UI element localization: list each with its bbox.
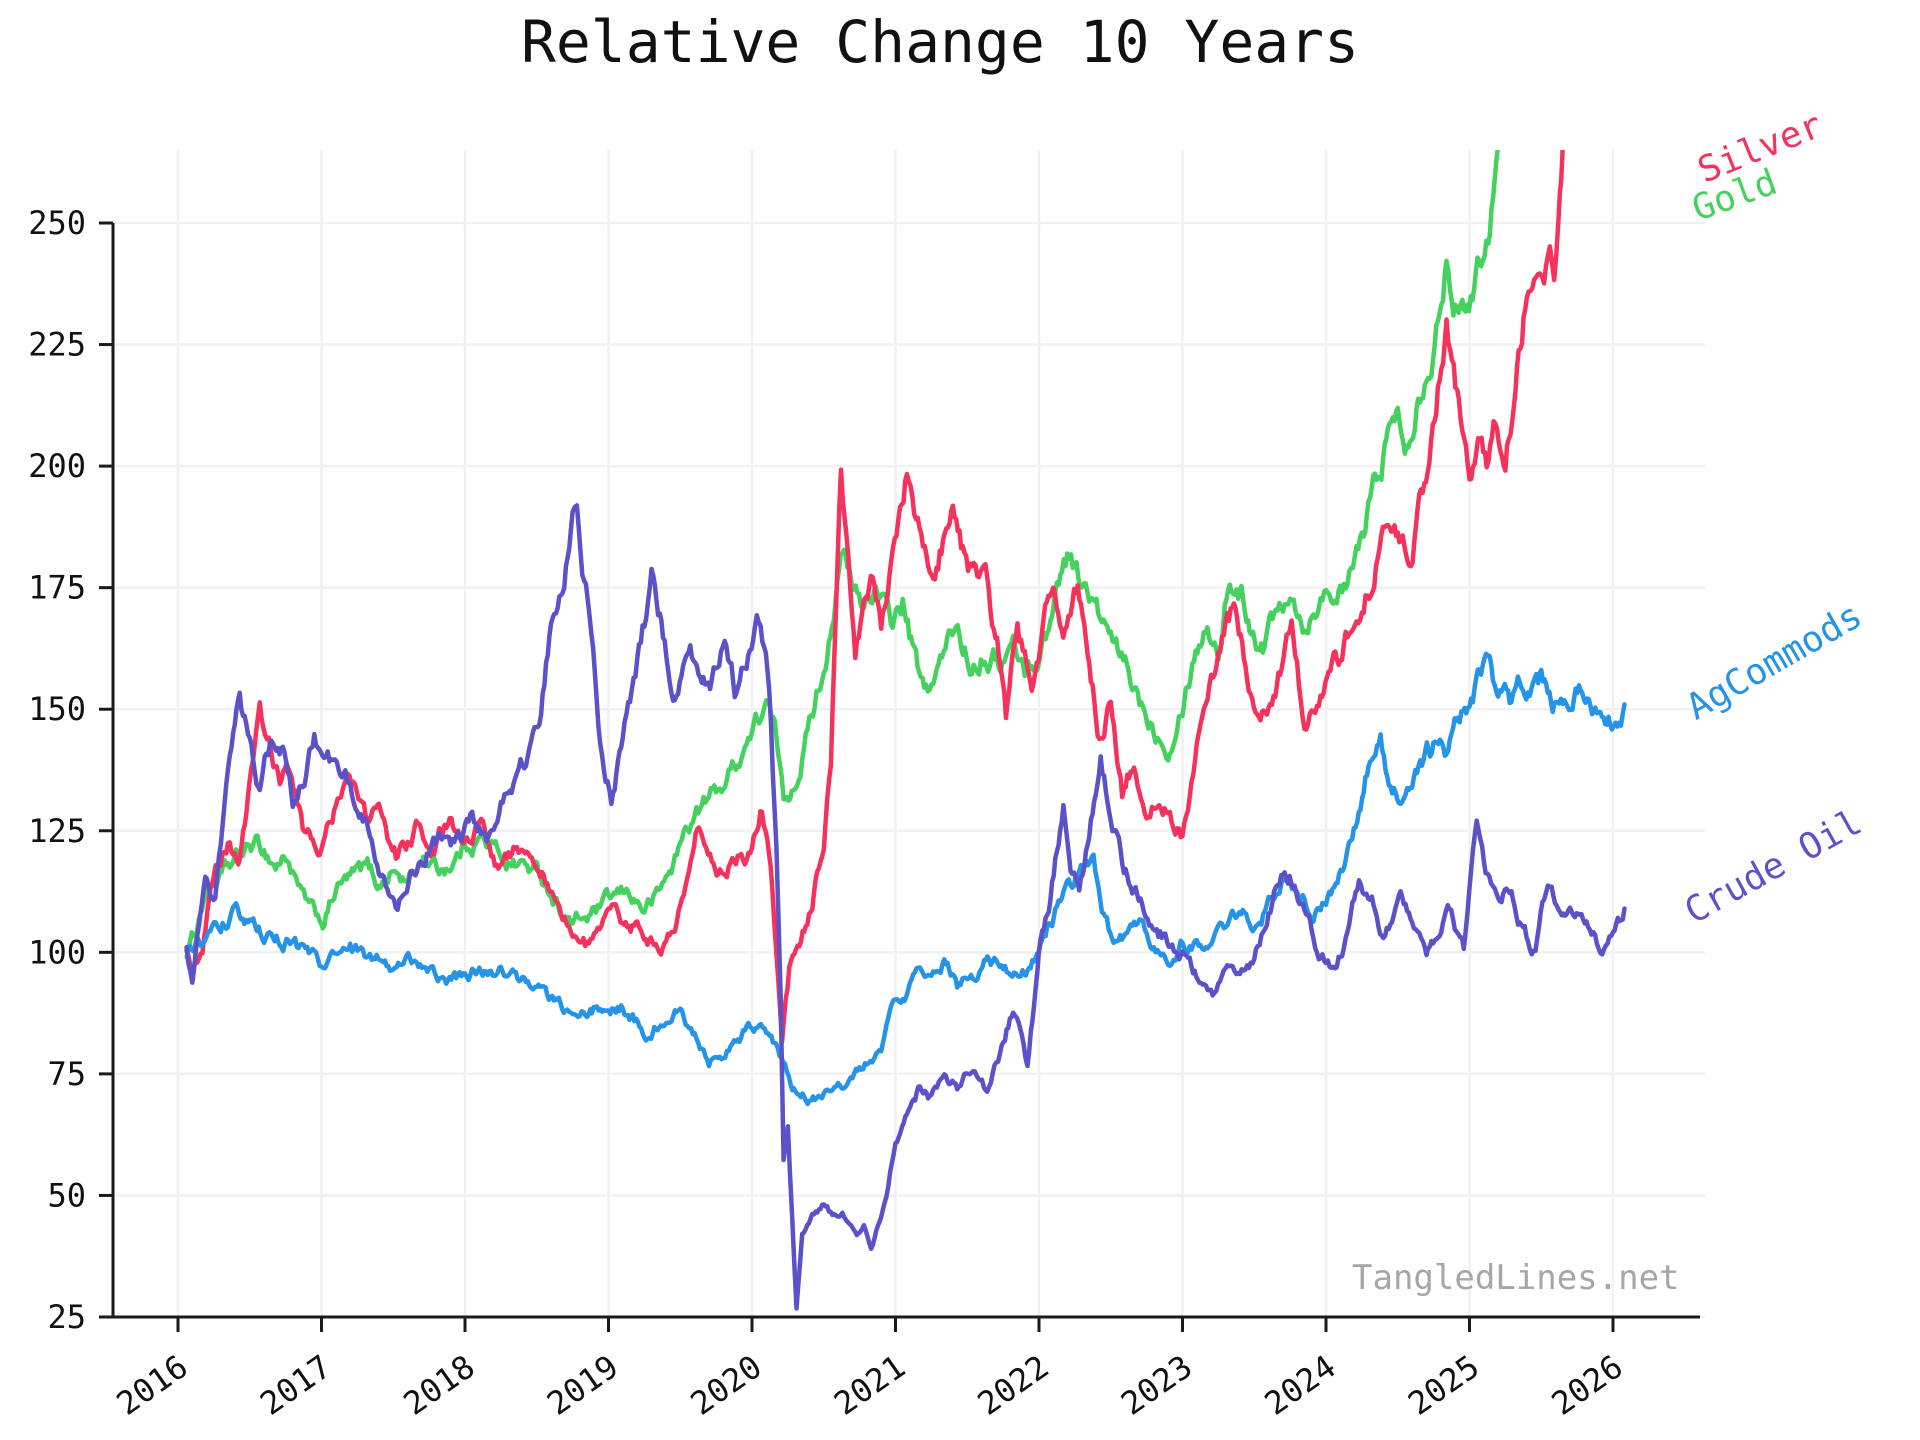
y-tick-label: 150 [28,690,86,728]
x-tick-label: 2023 [1114,1347,1199,1422]
series-line-agcommods [184,651,1627,1107]
x-tick-label: 2018 [397,1347,482,1422]
chart-title: Relative Change 10 Years [520,8,1360,76]
x-tick-label: 2026 [1545,1347,1630,1422]
grid-lines [113,150,1705,1319]
y-tick-label: 250 [28,204,86,242]
y-tick-label: 100 [28,933,86,971]
y-tick-label: 25 [47,1298,86,1336]
series-line-silver [184,150,1565,1044]
x-tick-label: 2025 [1401,1347,1486,1422]
series-line-gold [184,150,1500,960]
axes [99,221,1700,1332]
y-tick-label: 125 [28,812,86,850]
x-tick-label: 2019 [540,1347,625,1422]
series-line-crude-oil [184,503,1627,1311]
y-tick-label: 50 [47,1176,86,1214]
x-tick-label: 2017 [253,1347,338,1422]
x-tick-label: 2024 [1258,1347,1343,1422]
x-tick-label: 2020 [684,1347,769,1422]
y-tick-label: 225 [28,326,86,364]
x-tick-label: 2022 [971,1347,1056,1422]
data-series [184,150,1627,1311]
y-tick-label: 75 [47,1055,86,1093]
x-tick-label: 2021 [827,1347,912,1422]
y-tick-label: 175 [28,569,86,607]
y-tick-label: 200 [28,447,86,485]
tick-labels: 25 50 75 100 125 150 175 200 225 250 2016 2017 2018 2… [28,204,1629,1423]
watermark: TangledLines.net [1352,1258,1680,1298]
x-tick-label: 2016 [110,1347,195,1422]
